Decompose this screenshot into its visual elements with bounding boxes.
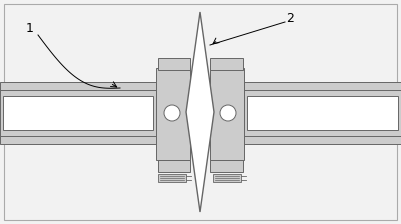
Bar [0, 88, 156, 138]
Bar [244, 82, 401, 90]
Bar [247, 96, 398, 130]
Bar [210, 160, 243, 172]
Bar [244, 88, 401, 138]
Text: 2: 2 [286, 11, 294, 24]
Bar [0, 82, 156, 90]
Polygon shape [186, 12, 214, 212]
Circle shape [164, 105, 180, 121]
Bar [210, 68, 244, 160]
Bar [210, 58, 243, 70]
Bar [0, 136, 156, 144]
Bar [213, 174, 241, 182]
Bar [244, 136, 401, 144]
Bar [156, 68, 190, 160]
Circle shape [220, 105, 236, 121]
Text: 1: 1 [26, 22, 34, 34]
Bar [158, 174, 186, 182]
Bar [158, 58, 190, 70]
Bar [3, 96, 153, 130]
Bar [158, 160, 190, 172]
